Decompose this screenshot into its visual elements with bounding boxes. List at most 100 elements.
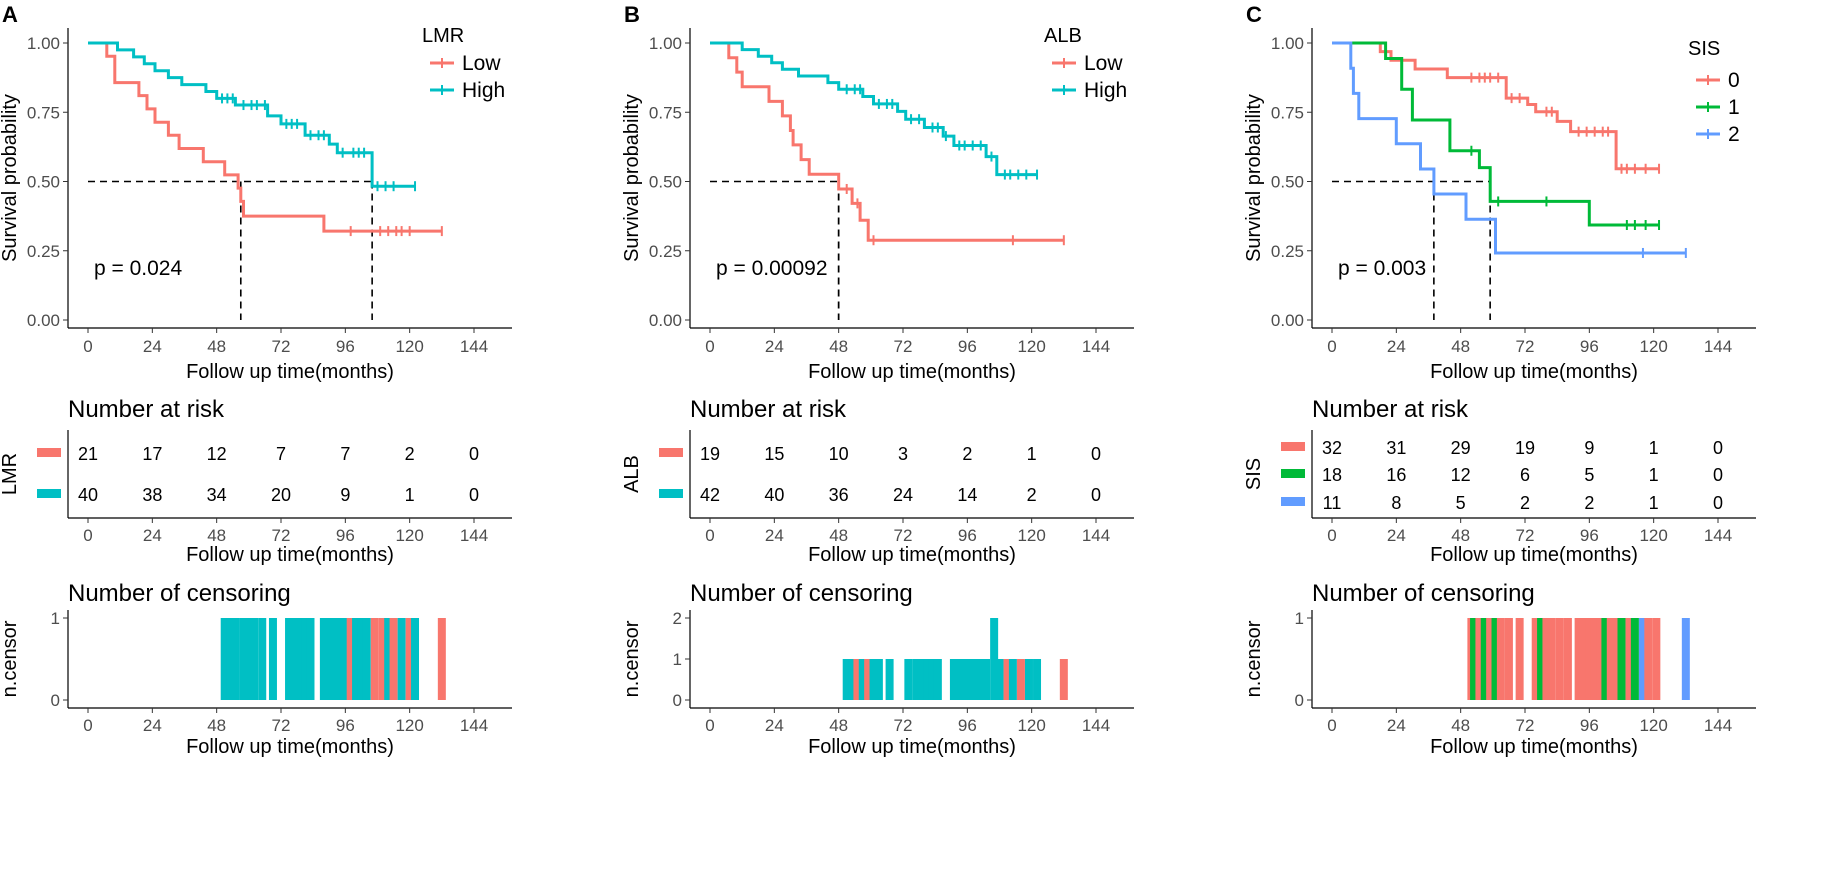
km-y-tick-label: 0.25 <box>27 242 60 261</box>
censor-bar <box>285 618 294 700</box>
km-x-tick-label: 96 <box>958 337 977 356</box>
censor-bar <box>397 618 406 700</box>
legend-label-high: High <box>1084 79 1127 102</box>
risk-count: 36 <box>829 485 849 505</box>
censor-bar <box>319 618 328 700</box>
censor-x-tick-label: 24 <box>1387 716 1406 735</box>
censor-bar <box>1579 618 1588 700</box>
censor-bar <box>220 618 229 700</box>
risk-count: 34 <box>207 485 227 505</box>
km-y-tick-label: 0.00 <box>649 311 682 330</box>
km-x-tick-label: 0 <box>705 337 714 356</box>
censor-bar <box>928 659 937 700</box>
censor-x-tick-label: 0 <box>83 716 92 735</box>
risk-count: 0 <box>1713 438 1723 458</box>
risk-count: 21 <box>78 444 98 464</box>
censor-x-tick-label: 96 <box>336 716 355 735</box>
censor-bar <box>1596 618 1605 700</box>
km-x-axis-title: Follow up time(months) <box>1430 361 1638 383</box>
legend-title: LMR <box>422 25 464 47</box>
censor-bar <box>301 618 310 700</box>
censor-bar <box>1625 618 1634 700</box>
censor-bar <box>976 659 985 700</box>
censor-bar <box>1630 618 1639 700</box>
censor-x-tick-label: 72 <box>894 716 913 735</box>
risk-count: 1 <box>1649 465 1659 485</box>
panel-label: C <box>1246 2 1262 27</box>
km-x-axis-title: Follow up time(months) <box>808 361 1016 383</box>
risk-count: 15 <box>764 444 784 464</box>
risk-x-tick-label: 0 <box>83 526 92 545</box>
risk-count: 40 <box>764 485 784 505</box>
risk-x-tick-label: 120 <box>1017 526 1045 545</box>
censor-bar <box>995 659 1004 700</box>
risk-y-axis-title: SIS <box>1243 458 1265 490</box>
risk-count: 12 <box>207 444 227 464</box>
risk-count: 7 <box>276 444 286 464</box>
censor-bar <box>1681 618 1690 700</box>
risk-count: 8 <box>1391 493 1401 513</box>
censor-bar <box>357 618 366 700</box>
censor-bar <box>1574 618 1583 700</box>
censor-bar <box>1531 618 1540 700</box>
risk-count: 0 <box>1713 465 1723 485</box>
risk-count: 20 <box>271 485 291 505</box>
censor-bar <box>1515 618 1524 700</box>
censor-plot-title: Number of censoring <box>1312 580 1535 607</box>
risk-x-tick-label: 24 <box>1387 526 1406 545</box>
risk-count: 24 <box>893 485 913 505</box>
risk-count: 0 <box>469 444 479 464</box>
censor-bar <box>405 618 414 700</box>
km-x-tick-label: 144 <box>460 337 488 356</box>
km-x-axis-title: Follow up time(months) <box>186 361 394 383</box>
km-curve-high <box>710 41 1037 177</box>
censor-bar <box>362 618 371 700</box>
censor-bar <box>437 618 446 700</box>
risk-x-tick-label: 72 <box>894 526 913 545</box>
km-x-tick-label: 72 <box>1516 337 1535 356</box>
risk-x-tick-label: 144 <box>460 526 488 545</box>
censor-bar <box>853 659 862 700</box>
risk-count: 0 <box>1713 493 1723 513</box>
km-y-tick-label: 0.50 <box>649 173 682 192</box>
censor-x-tick-label: 144 <box>460 716 488 735</box>
risk-count: 2 <box>1584 493 1594 513</box>
censor-y-axis-title: n.censor <box>621 620 643 697</box>
censor-bar <box>1652 618 1661 700</box>
risk-x-tick-label: 120 <box>1639 526 1667 545</box>
risk-count: 38 <box>142 485 162 505</box>
risk-x-tick-label: 0 <box>1327 526 1336 545</box>
km-x-tick-label: 72 <box>272 337 291 356</box>
censor-bar <box>352 618 361 700</box>
km-y-tick-label: 0.50 <box>1271 173 1304 192</box>
risk-x-axis-title: Follow up time(months) <box>808 544 1016 566</box>
km-curve-2 <box>1332 41 1686 255</box>
censor-bar <box>960 659 969 700</box>
risk-count: 2 <box>1520 493 1530 513</box>
censor-bar <box>949 659 958 700</box>
risk-row-key-0 <box>1281 442 1305 451</box>
censor-bar <box>239 618 248 700</box>
risk-count: 10 <box>829 444 849 464</box>
censor-bar <box>1542 618 1551 700</box>
km-x-tick-label: 120 <box>395 337 423 356</box>
censor-bar <box>1555 618 1564 700</box>
km-x-tick-label: 0 <box>1327 337 1336 356</box>
panel-label: A <box>2 2 18 27</box>
risk-row-key-low <box>37 448 61 457</box>
censor-bar <box>411 618 420 700</box>
risk-count: 12 <box>1451 465 1471 485</box>
risk-row-key-low <box>659 448 683 457</box>
censor-x-tick-label: 48 <box>829 716 848 735</box>
censor-y-tick-label: 1 <box>673 650 682 669</box>
risk-count: 19 <box>1515 438 1535 458</box>
censor-x-tick-label: 0 <box>705 716 714 735</box>
censor-bar <box>290 618 299 700</box>
censor-bar <box>864 659 873 700</box>
censor-bar <box>1617 618 1626 700</box>
legend-title: ALB <box>1044 25 1082 47</box>
panel-a: A0.000.250.500.751.000 24 48 72 96 120 144Foll… <box>0 2 512 758</box>
risk-y-axis-title: LMR <box>0 453 21 495</box>
censor-bar <box>923 659 932 700</box>
